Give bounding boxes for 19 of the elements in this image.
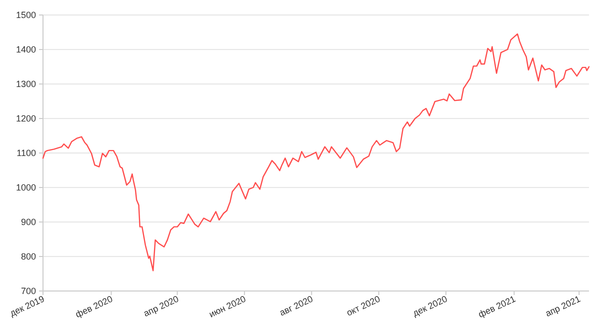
x-tick-label: авг 2020 — [278, 294, 314, 318]
x-tick-label: дек 2019 — [8, 294, 46, 318]
y-tick-label: 1500 — [16, 10, 36, 20]
y-tick-label: 700 — [20, 286, 36, 296]
y-tick-label: 1200 — [16, 114, 36, 124]
y-tick-label: 800 — [20, 252, 36, 262]
y-tick-label: 1300 — [16, 79, 36, 90]
x-tick-label: апр 2021 — [544, 294, 582, 319]
line-series — [42, 33, 590, 272]
x-tick-label: апр 2020 — [142, 294, 180, 319]
x-tick-label: фев 2020 — [74, 294, 114, 320]
y-tick-label: 1000 — [16, 182, 36, 193]
x-tick-label: фев 2021 — [476, 294, 517, 320]
x-tick-label: дек 2020 — [411, 294, 449, 318]
x-tick-label: июн 2020 — [207, 294, 248, 320]
y-tick-label: 1100 — [16, 148, 36, 158]
y-tick-label: 1400 — [16, 44, 36, 55]
x-tick-label: окт 2020 — [345, 294, 382, 318]
y-tick-label: 900 — [20, 217, 36, 228]
